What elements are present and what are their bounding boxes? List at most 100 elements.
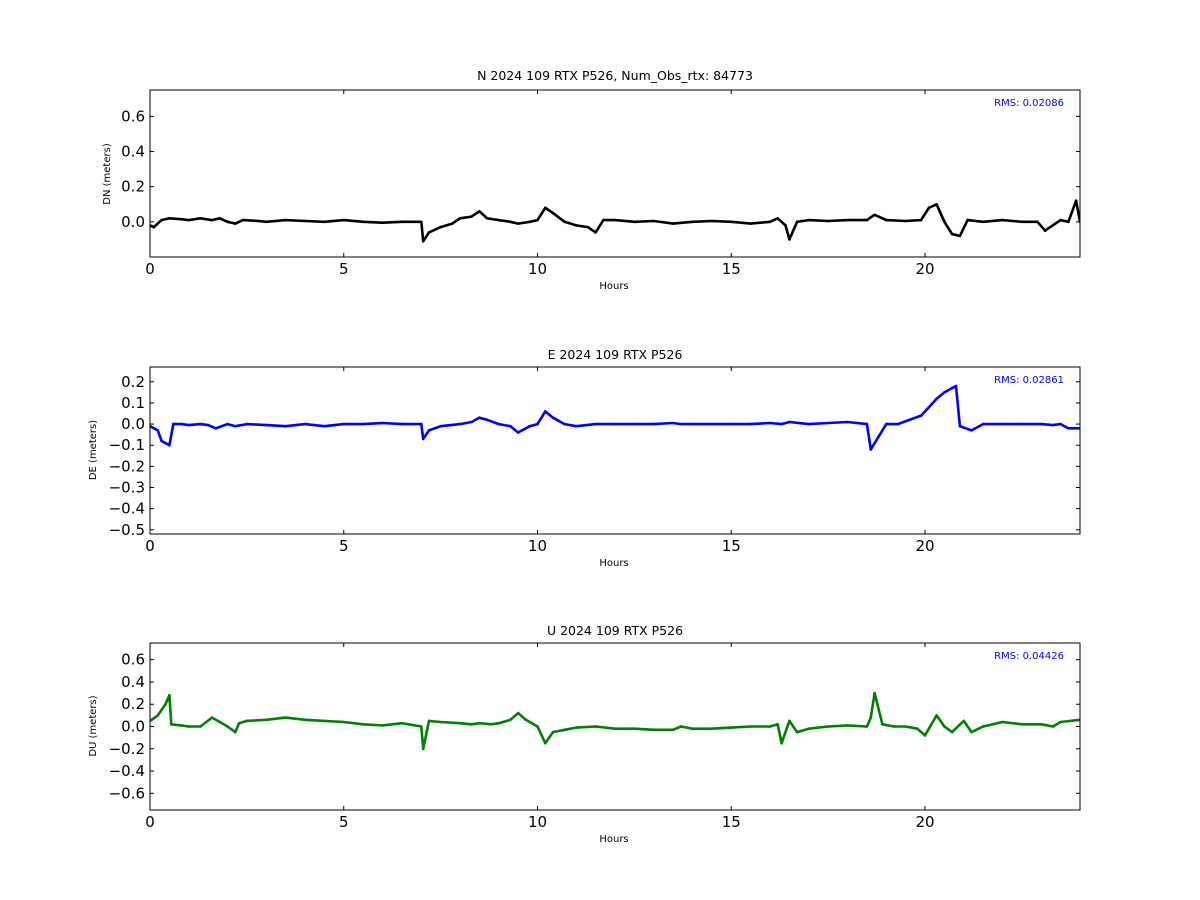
panel-north-point — [1067, 220, 1070, 224]
panel-north-xtick-label: 5 — [339, 260, 349, 278]
panel-up-point — [187, 725, 191, 728]
panel-east-point — [485, 418, 489, 422]
panel-east-point — [954, 384, 958, 388]
panel-up-point — [551, 730, 555, 734]
panel-north-point — [575, 224, 578, 227]
panel-up-point — [168, 694, 171, 697]
panel-north-point — [1020, 220, 1024, 224]
panel-north-point — [420, 220, 423, 224]
panel-north-title: N 2024 109 RTX P526, Num_Obs_rtx: 84773 — [477, 68, 753, 83]
panel-east-point — [950, 386, 954, 390]
panel-up-ytick-label: −0.4 — [109, 762, 145, 780]
panel-north-point — [950, 232, 954, 236]
panel-north-annotation: RMS: 0.02086 — [994, 98, 1064, 109]
panel-north-point — [594, 231, 597, 234]
panel-east-annotation: RMS: 0.02861 — [994, 375, 1064, 386]
panel-up-point — [970, 730, 973, 734]
panel-north-point — [400, 220, 404, 224]
panel-north-point — [586, 225, 590, 229]
panel-north-point — [633, 220, 636, 224]
panel-north-point — [1036, 220, 1039, 224]
panel-east-point — [152, 427, 156, 430]
panel-north-point — [749, 222, 752, 225]
panel-up-point — [361, 723, 365, 726]
panel-east-point — [516, 431, 520, 434]
panel-up-point — [342, 720, 346, 724]
panel-east-point — [943, 391, 946, 394]
panel-north-point — [795, 220, 799, 224]
panel-up-point — [795, 730, 799, 734]
panel-east-point — [927, 405, 931, 409]
panel-up-point — [671, 728, 675, 732]
panel-up-point — [1059, 720, 1062, 724]
panel-north-ytick-label: 0.0 — [121, 213, 145, 231]
panel-up-point — [749, 725, 752, 728]
panel-east-point — [427, 429, 431, 432]
panel-north-point — [1043, 229, 1047, 232]
panel-north-point — [458, 217, 462, 220]
panel-east-point — [865, 422, 869, 426]
panel-up-point — [807, 727, 811, 730]
panel-up-point — [516, 711, 520, 715]
panel-north-point — [710, 219, 714, 223]
panel-north-point — [470, 215, 473, 218]
panel-east-point — [234, 424, 237, 428]
panel-up-title: U 2024 109 RTX P526 — [547, 623, 683, 638]
panel-east-frame — [149, 366, 1081, 535]
panel-up-point — [210, 716, 214, 719]
panel-north-ytick-label: 0.2 — [121, 178, 145, 196]
panel-north-point — [226, 220, 229, 224]
panel-up-point — [156, 714, 160, 717]
panel-north-point — [1074, 199, 1078, 202]
panel-east-ytick-label: 0.1 — [121, 394, 145, 412]
panel-north-point — [904, 219, 907, 223]
panel-east-point — [199, 422, 202, 426]
panel-east-point — [420, 422, 423, 426]
panel-east-xtick-label: 10 — [528, 537, 547, 555]
panel-up-point — [179, 724, 183, 727]
panel-east-point — [780, 422, 783, 426]
panel-east-point — [303, 422, 307, 426]
panel-up-point — [846, 724, 849, 727]
panel-east-point — [381, 421, 384, 425]
panel-north-point — [485, 217, 489, 220]
panel-east-point — [788, 420, 791, 424]
panel-up-point — [164, 702, 167, 706]
panel-east-point — [846, 420, 849, 424]
panel-up-point — [265, 718, 268, 722]
panel-north-point — [935, 203, 938, 206]
panel-east-xlabel: Hours — [599, 558, 628, 569]
panel-up-ytick-label: 0.2 — [121, 695, 145, 713]
panel-east-point — [613, 422, 617, 426]
panel-north-point — [671, 222, 675, 225]
panel-up-point — [776, 723, 779, 726]
panel-east-point — [478, 416, 481, 420]
panel-up-point — [904, 725, 907, 728]
panel-north-point — [613, 218, 617, 222]
panel-up-point — [237, 721, 241, 725]
panel-north-point — [439, 225, 442, 229]
panel-east-title: E 2024 109 RTX P526 — [548, 347, 683, 362]
panel-up-point — [544, 741, 547, 745]
panel-east-point — [323, 424, 326, 428]
panel-east-point — [172, 422, 175, 426]
panel-up-point — [923, 734, 927, 737]
panel-east-xtick-label: 20 — [915, 537, 934, 555]
panel-up-annotation: RMS: 0.04426 — [994, 651, 1064, 662]
panel-east-point — [342, 422, 346, 426]
panel-east-point — [807, 422, 811, 426]
panel-north-point — [234, 222, 237, 225]
panel-up-point — [563, 728, 566, 732]
panel-east: E 2024 109 RTX P526 0 5 10 15 20 −0.5 −0.4 −0.3… — [88, 347, 1081, 569]
panel-up-ytick-label: −0.6 — [109, 784, 145, 802]
panel-east-point — [206, 423, 210, 427]
panel-up-ytick-label: 0.6 — [121, 651, 145, 669]
panel-up-point — [303, 718, 307, 722]
panel-north-point — [927, 206, 931, 210]
panel-up-point — [768, 725, 772, 728]
panel-north-point — [160, 218, 163, 222]
panel-east-point — [749, 422, 752, 426]
panel-east-point — [528, 424, 532, 428]
panel-north-xtick-label: 0 — [145, 260, 155, 278]
panel-east-point — [421, 437, 425, 441]
